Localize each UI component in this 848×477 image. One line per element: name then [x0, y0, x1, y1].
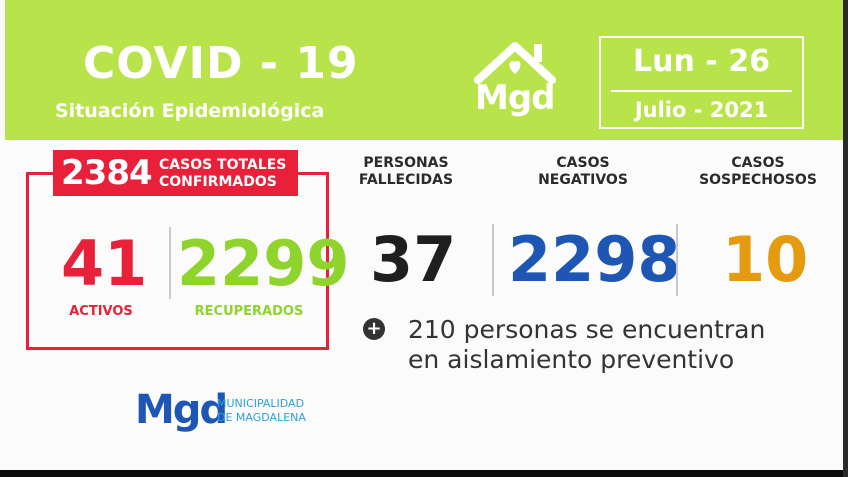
house-logo-icon — [474, 42, 556, 84]
recuperados-value: 2299 — [177, 227, 350, 300]
confirmed-cases-box: 41 ACTIVOS 2299 RECUPERADOS — [26, 172, 350, 350]
bottom-border — [0, 470, 848, 477]
negativos-head-line1: CASOS — [556, 155, 610, 171]
total-confirmed-tag: 2384 CASOS TOTALES CONFIRMADOS — [53, 150, 298, 196]
sospechosos-head-line2: SOSPECHOSOS — [699, 172, 817, 188]
activos-value: 41 — [61, 227, 148, 300]
recuperados-label: RECUPERADOS — [194, 304, 304, 319]
sospechosos-value: 10 — [722, 223, 809, 296]
date-divider — [611, 90, 792, 92]
divider — [492, 224, 494, 296]
page-subtitle: Situación Epidemiológica — [55, 100, 325, 122]
footer-line2: DE MAGDALENA — [217, 411, 306, 424]
page-title: COVID - 19 — [83, 38, 359, 89]
brand-logo-text: Mgd — [475, 78, 556, 118]
negativos-head-line2: NEGATIVOS — [538, 172, 628, 188]
right-border — [843, 0, 848, 477]
date-day: Lun - 26 — [633, 44, 770, 79]
fallecidas-header: PERSONAS FALLECIDAS — [346, 155, 466, 189]
date-box: Lun - 26 Julio - 2021 — [599, 36, 804, 129]
negativos-header: CASOS NEGATIVOS — [523, 155, 643, 189]
footer-logo: Mgd — [135, 387, 228, 433]
total-confirmed-value: 2384 — [61, 153, 153, 193]
isolation-note-line2: en aislamiento preventivo — [408, 345, 735, 374]
fallecidas-value: 37 — [370, 223, 457, 296]
isolation-note: 210 personas se encuentran en aislamient… — [408, 315, 765, 375]
fallecidas-head-line2: FALLECIDAS — [358, 172, 454, 188]
divider — [676, 224, 678, 296]
plus-icon: + — [363, 318, 385, 340]
activos-label: ACTIVOS — [69, 304, 133, 319]
date-month: Julio - 2021 — [634, 98, 769, 122]
divider — [169, 227, 171, 299]
header-banner: COVID - 19 Situación Epidemiológica Mgd … — [5, 0, 843, 140]
negativos-value: 2298 — [508, 223, 681, 296]
isolation-note-line1: 210 personas se encuentran — [408, 315, 766, 344]
total-label-line1: CASOS TOTALES — [159, 157, 287, 173]
fallecidas-head-line1: PERSONAS — [363, 155, 449, 171]
footer-line1: MUNICIPALIDAD — [217, 397, 305, 410]
sospechosos-head-line1: CASOS — [731, 155, 785, 171]
sospechosos-header: CASOS SOSPECHOSOS — [693, 155, 823, 189]
total-label-line2: CONFIRMADOS — [159, 174, 277, 190]
